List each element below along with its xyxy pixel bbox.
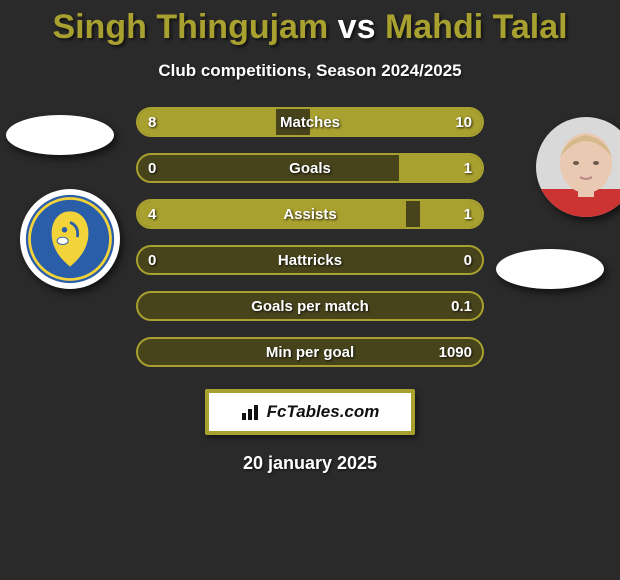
stat-row-hattricks: Hattricks00 [136, 245, 484, 275]
stat-track [136, 199, 484, 229]
bars-icon [241, 403, 263, 421]
stat-row-matches: Matches810 [136, 107, 484, 137]
stat-fill-left [138, 109, 276, 135]
player2-avatar-svg [536, 117, 620, 217]
stat-bars: Matches810 Goals01 Assists41 Hattricks00 Goa… [136, 107, 484, 383]
stat-fill-right [310, 109, 482, 135]
stat-row-assists: Assists41 [136, 199, 484, 229]
stat-track [136, 107, 484, 137]
source-badge-text: FcTables.com [267, 402, 380, 422]
player1-placeholder-oval [6, 115, 114, 155]
vs-text: vs [338, 8, 376, 46]
player1-name: Singh Thingujam [52, 8, 328, 46]
team-logo-kerala-blasters [20, 189, 120, 289]
stat-fill-left [138, 201, 406, 227]
stat-track [136, 337, 484, 367]
stat-track [136, 153, 484, 183]
player2-name: Mahdi Talal [385, 8, 568, 46]
footer-date: 20 january 2025 [0, 453, 620, 474]
stat-fill-right [399, 155, 482, 181]
comparison-stage: Matches810 Goals01 Assists41 Hattricks00 Goa… [0, 99, 620, 519]
player2-avatar [536, 117, 620, 217]
stat-row-min-per-goal: Min per goal1090 [136, 337, 484, 367]
source-badge: FcTables.com [205, 389, 415, 435]
stat-track [136, 291, 484, 321]
team-logo-svg [24, 193, 116, 285]
subtitle: Club competitions, Season 2024/2025 [0, 61, 620, 81]
comparison-title: Singh Thingujam vs Mahdi Talal [0, 0, 620, 47]
stat-track [136, 245, 484, 275]
stat-row-goals-per-match: Goals per match0.1 [136, 291, 484, 321]
stat-row-goals: Goals01 [136, 153, 484, 183]
stat-fill-right [420, 201, 482, 227]
player2-placeholder-oval [496, 249, 604, 289]
